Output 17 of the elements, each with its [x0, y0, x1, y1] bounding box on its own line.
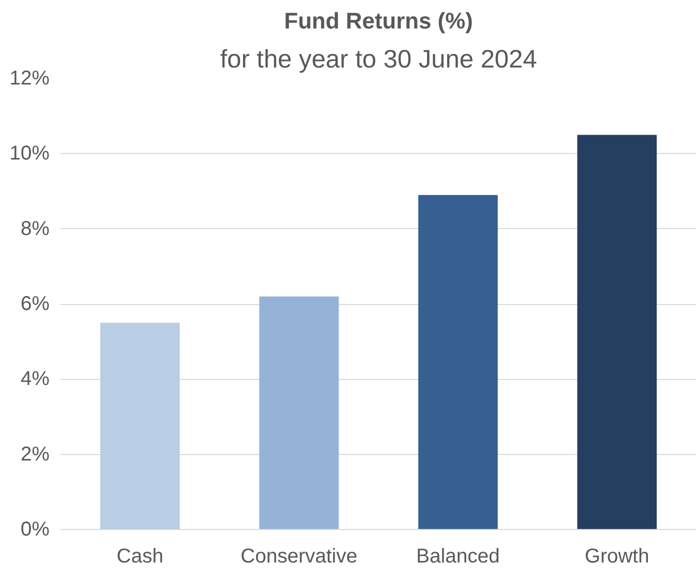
- chart-subtitle: for the year to 30 June 2024: [220, 46, 537, 74]
- bar: [100, 322, 180, 530]
- y-tick-label: 6%: [20, 293, 50, 315]
- y-tick-label: 8%: [20, 218, 50, 240]
- chart-title: Fund Returns (%): [284, 8, 473, 34]
- x-tick-label: Growth: [584, 546, 650, 568]
- y-tick-label: 12%: [9, 68, 50, 90]
- x-tick-label: Cash: [116, 546, 164, 568]
- bar: [418, 195, 498, 530]
- bar: [577, 134, 657, 530]
- bar: [259, 296, 339, 530]
- x-tick-label: Balanced: [416, 546, 500, 568]
- x-tick-label: Conservative: [240, 546, 358, 568]
- y-tick-label: 4%: [20, 368, 50, 390]
- y-tick-label: 10%: [9, 142, 50, 165]
- y-tick-label: 2%: [20, 443, 50, 466]
- y-tick-label: 0%: [20, 518, 50, 540]
